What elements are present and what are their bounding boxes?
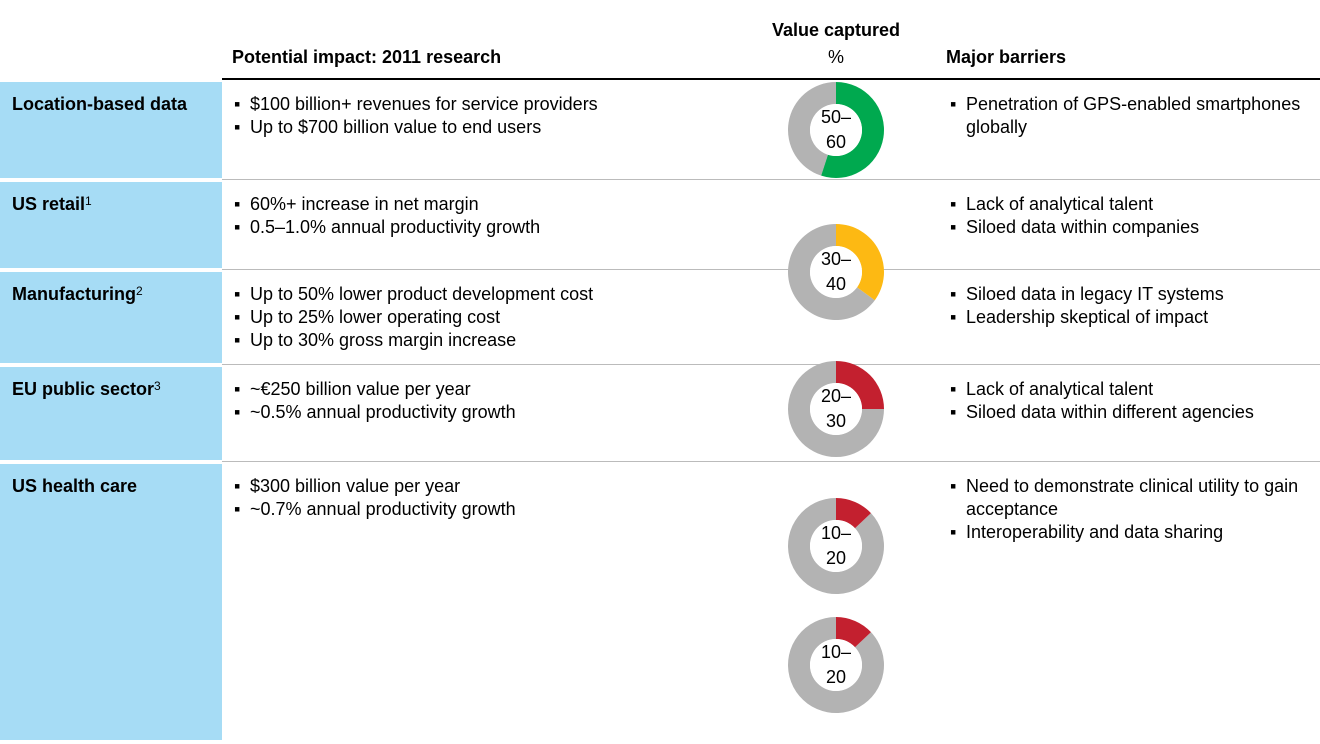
barrier-list: Siloed data in legacy IT systemsLeadersh… bbox=[948, 283, 1318, 329]
footnote-mark: 3 bbox=[154, 379, 161, 393]
row-label-text: US health care bbox=[12, 476, 138, 496]
barrier-item: Siloed data within different agencies bbox=[948, 401, 1318, 424]
impact-item: $300 billion value per year bbox=[232, 475, 732, 498]
row-separator bbox=[222, 364, 1320, 365]
donut-hole bbox=[810, 383, 862, 435]
donut-hole bbox=[810, 639, 862, 691]
impact-list: 60%+ increase in net margin0.5–1.0% annu… bbox=[232, 193, 732, 239]
impact-item: Up to $700 billion value to end users bbox=[232, 116, 732, 139]
header-rule bbox=[222, 78, 1320, 80]
footnote-mark: 1 bbox=[85, 194, 92, 208]
donut-rest bbox=[788, 361, 884, 458]
barrier-list: Lack of analytical talentSiloed data wit… bbox=[948, 193, 1318, 239]
impact-item: Up to 50% lower product development cost bbox=[232, 283, 732, 306]
range-low: 50– bbox=[821, 107, 851, 127]
donut-rest bbox=[787, 82, 836, 176]
barrier-list: Need to demonstrate clinical utility to … bbox=[948, 475, 1318, 544]
donut-share bbox=[836, 498, 871, 529]
barrier-item: Penetration of GPS-enabled smartphones g… bbox=[948, 93, 1318, 139]
range-high: 40 bbox=[826, 274, 846, 294]
impact-item: Up to 25% lower operating cost bbox=[232, 306, 732, 329]
barrier-item: Interoperability and data sharing bbox=[948, 521, 1318, 544]
row-label-text: Manufacturing bbox=[12, 284, 136, 304]
range-high: 30 bbox=[826, 411, 846, 431]
row-label-cell bbox=[0, 182, 222, 268]
impact-list: ~€250 billion value per year~0.5% annual… bbox=[232, 378, 732, 424]
barrier-item: Need to demonstrate clinical utility to … bbox=[948, 475, 1318, 521]
range-low: 20– bbox=[821, 386, 851, 406]
impact-item: 0.5–1.0% annual productivity growth bbox=[232, 216, 732, 239]
row-label: US retail1 bbox=[12, 193, 212, 216]
donut-share bbox=[836, 361, 884, 409]
impact-item: 60%+ increase in net margin bbox=[232, 193, 732, 216]
impact-item: ~0.7% annual productivity growth bbox=[232, 498, 732, 521]
row-label: Manufacturing2 bbox=[12, 283, 212, 306]
barrier-item: Siloed data in legacy IT systems bbox=[948, 283, 1318, 306]
row-label-text: US retail bbox=[12, 194, 86, 214]
range-low: 10– bbox=[821, 642, 851, 662]
donut-rest bbox=[788, 617, 885, 713]
impact-item: ~0.5% annual productivity growth bbox=[232, 401, 732, 424]
impact-item: ~€250 billion value per year bbox=[232, 378, 732, 401]
impact-item: Up to 30% gross margin increase bbox=[232, 329, 732, 352]
row-separator bbox=[222, 269, 1320, 270]
row-label-text: Location-based data bbox=[12, 94, 188, 114]
range-high: 60 bbox=[826, 132, 846, 152]
impact-header: Potential impact: 2011 research bbox=[232, 47, 502, 67]
value-title: Value captured bbox=[771, 20, 901, 40]
barrier-item: Siloed data within companies bbox=[948, 216, 1318, 239]
range-high: 20 bbox=[826, 667, 846, 687]
barrier-item: Leadership skeptical of impact bbox=[948, 306, 1318, 329]
range-high: 20 bbox=[826, 548, 846, 568]
barrier-list: Penetration of GPS-enabled smartphones g… bbox=[948, 93, 1318, 139]
donut-hole bbox=[810, 246, 862, 298]
barrier-list: Lack of analytical talentSiloed data wit… bbox=[948, 378, 1318, 424]
donut-share bbox=[836, 224, 885, 301]
donut-share bbox=[821, 82, 885, 179]
donut-rest bbox=[788, 498, 885, 594]
row-label: EU public sector3 bbox=[12, 378, 212, 401]
row-label-cell bbox=[0, 464, 222, 740]
donut-hole bbox=[810, 104, 862, 156]
row-label-cell bbox=[0, 367, 222, 460]
donut-hole bbox=[810, 520, 862, 572]
row-label: US health care bbox=[12, 475, 212, 498]
value-unit: % bbox=[827, 47, 844, 67]
donut-rest bbox=[788, 224, 875, 321]
footnote-mark: 2 bbox=[136, 284, 143, 298]
impact-item: $100 billion+ revenues for service provi… bbox=[232, 93, 732, 116]
row-label-text: EU public sector bbox=[12, 379, 155, 399]
impact-list: Up to 50% lower product development cost… bbox=[232, 283, 732, 352]
row-separator bbox=[222, 461, 1320, 462]
row-label-cell bbox=[0, 82, 222, 178]
barriers-header: Major barriers bbox=[946, 47, 1067, 67]
range-low: 10– bbox=[821, 523, 851, 543]
row-separator bbox=[222, 179, 1320, 180]
impact-list: $100 billion+ revenues for service provi… bbox=[232, 93, 732, 139]
barrier-item: Lack of analytical talent bbox=[948, 378, 1318, 401]
row-label: Location-based data bbox=[12, 93, 212, 116]
impact-list: $300 billion value per year~0.7% annual … bbox=[232, 475, 732, 521]
donut-share bbox=[836, 617, 871, 648]
barrier-item: Lack of analytical talent bbox=[948, 193, 1318, 216]
range-low: 30– bbox=[821, 249, 851, 269]
row-label-cell bbox=[0, 272, 222, 363]
